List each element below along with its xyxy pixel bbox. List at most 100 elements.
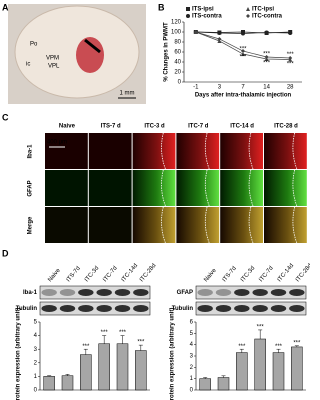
blot-band	[114, 289, 131, 296]
lesion-border	[204, 169, 210, 207]
blot-band	[133, 305, 149, 312]
row-label: GFAP	[28, 180, 34, 196]
blot-label: Tubulin	[172, 306, 194, 312]
column-header: ITC-14 d	[230, 124, 254, 130]
bar	[236, 352, 248, 391]
point	[241, 52, 245, 56]
scale-label: 1 mm	[120, 91, 135, 97]
lesion-border	[248, 169, 254, 207]
x-tick-label: 7	[241, 85, 245, 91]
point	[217, 37, 222, 41]
legend-marker	[186, 7, 190, 11]
blot-band	[270, 305, 287, 312]
lane-label: ITC-28d	[139, 263, 158, 283]
lesion-border	[292, 132, 298, 170]
y-tick-label: 6	[190, 320, 194, 326]
micrograph	[220, 170, 263, 206]
x-tick-label: 14	[263, 85, 270, 91]
y-axis-label: % Changes in PWMT	[164, 22, 170, 82]
blot-band	[289, 289, 305, 296]
bar	[43, 376, 55, 391]
error-bar	[102, 335, 107, 344]
point	[288, 56, 293, 60]
column-header: Naive	[59, 124, 76, 130]
micrograph	[264, 133, 307, 169]
lane-label: ITC-7d	[258, 265, 274, 283]
micrograph	[132, 207, 176, 243]
legend-label: ITS-ipsi	[192, 7, 214, 13]
row-label: Merge	[28, 216, 34, 234]
y-tick-label: 1	[34, 374, 38, 380]
blot-label: GFAP	[177, 290, 193, 296]
error-bar	[258, 329, 263, 339]
lesion-border	[292, 206, 298, 244]
lane-label: ITC-14d	[277, 263, 296, 283]
blot-band	[215, 289, 232, 296]
column-header: ITS-7 d	[101, 124, 121, 130]
y-tick-label: 2	[34, 360, 38, 366]
micrograph	[264, 170, 307, 206]
panel-label: D	[2, 248, 9, 258]
micrograph	[220, 207, 263, 243]
lane-label: ITS-7d	[222, 266, 238, 284]
y-tick-label: 40	[174, 60, 181, 66]
y-tick-label: 3	[34, 347, 38, 353]
blot-band	[41, 305, 57, 312]
micrograph	[132, 133, 176, 169]
bar	[135, 350, 147, 391]
blot-band	[215, 305, 232, 312]
y-axis-label: Protein expression (arbitrary unit)	[16, 308, 22, 400]
lane-label: ITC-3d	[84, 265, 100, 283]
error-bar	[276, 348, 281, 353]
blot-band	[59, 305, 76, 312]
region-label: Po	[30, 42, 38, 48]
point	[288, 31, 293, 35]
y-tick-label: 4	[190, 342, 194, 348]
point	[241, 49, 245, 53]
point	[193, 30, 198, 34]
blot-band	[96, 305, 112, 312]
point	[264, 30, 269, 35]
y-tick-label: 2	[190, 365, 194, 371]
blot-band	[197, 289, 213, 296]
micrograph	[176, 170, 220, 206]
significance: ***	[119, 330, 127, 336]
lane-label: Naive	[203, 267, 218, 283]
blot-band	[197, 305, 213, 312]
region-label: ic	[26, 62, 30, 68]
y-tick-label: 3	[190, 354, 194, 360]
micrograph	[88, 170, 132, 206]
micrograph	[264, 207, 307, 243]
y-tick-label: 0	[190, 388, 194, 394]
panel-label: B	[158, 2, 165, 12]
micrograph	[88, 207, 132, 243]
blot-band	[59, 289, 76, 296]
y-tick-label: 120	[171, 20, 182, 26]
region-label: VPL	[48, 64, 60, 70]
scale-label: 400 μm	[47, 140, 67, 146]
bar	[61, 375, 74, 391]
significance: ***	[287, 62, 295, 68]
error-bar	[120, 335, 125, 344]
significance: ***	[257, 325, 265, 331]
bar	[98, 343, 110, 391]
y-tick-label: 4	[34, 333, 38, 339]
error-bar	[203, 377, 208, 379]
blot-band	[270, 289, 287, 296]
blot-label: Iba-1	[23, 290, 38, 296]
bar	[116, 343, 129, 391]
significance: ***	[287, 52, 295, 58]
y-axis-label: Protein expression (arbitrary unit)	[170, 308, 176, 400]
legend-marker	[186, 14, 190, 18]
error-bar	[221, 375, 226, 378]
lesion-border	[248, 132, 254, 170]
y-tick-label: 80	[174, 40, 181, 46]
blot-band	[234, 305, 250, 312]
lane-label: ITC-3d	[240, 265, 256, 283]
bar	[199, 378, 211, 391]
y-tick-label: 0	[178, 80, 182, 86]
blot-band	[78, 305, 94, 312]
micrograph	[176, 133, 220, 169]
panel-label: C	[2, 112, 9, 122]
